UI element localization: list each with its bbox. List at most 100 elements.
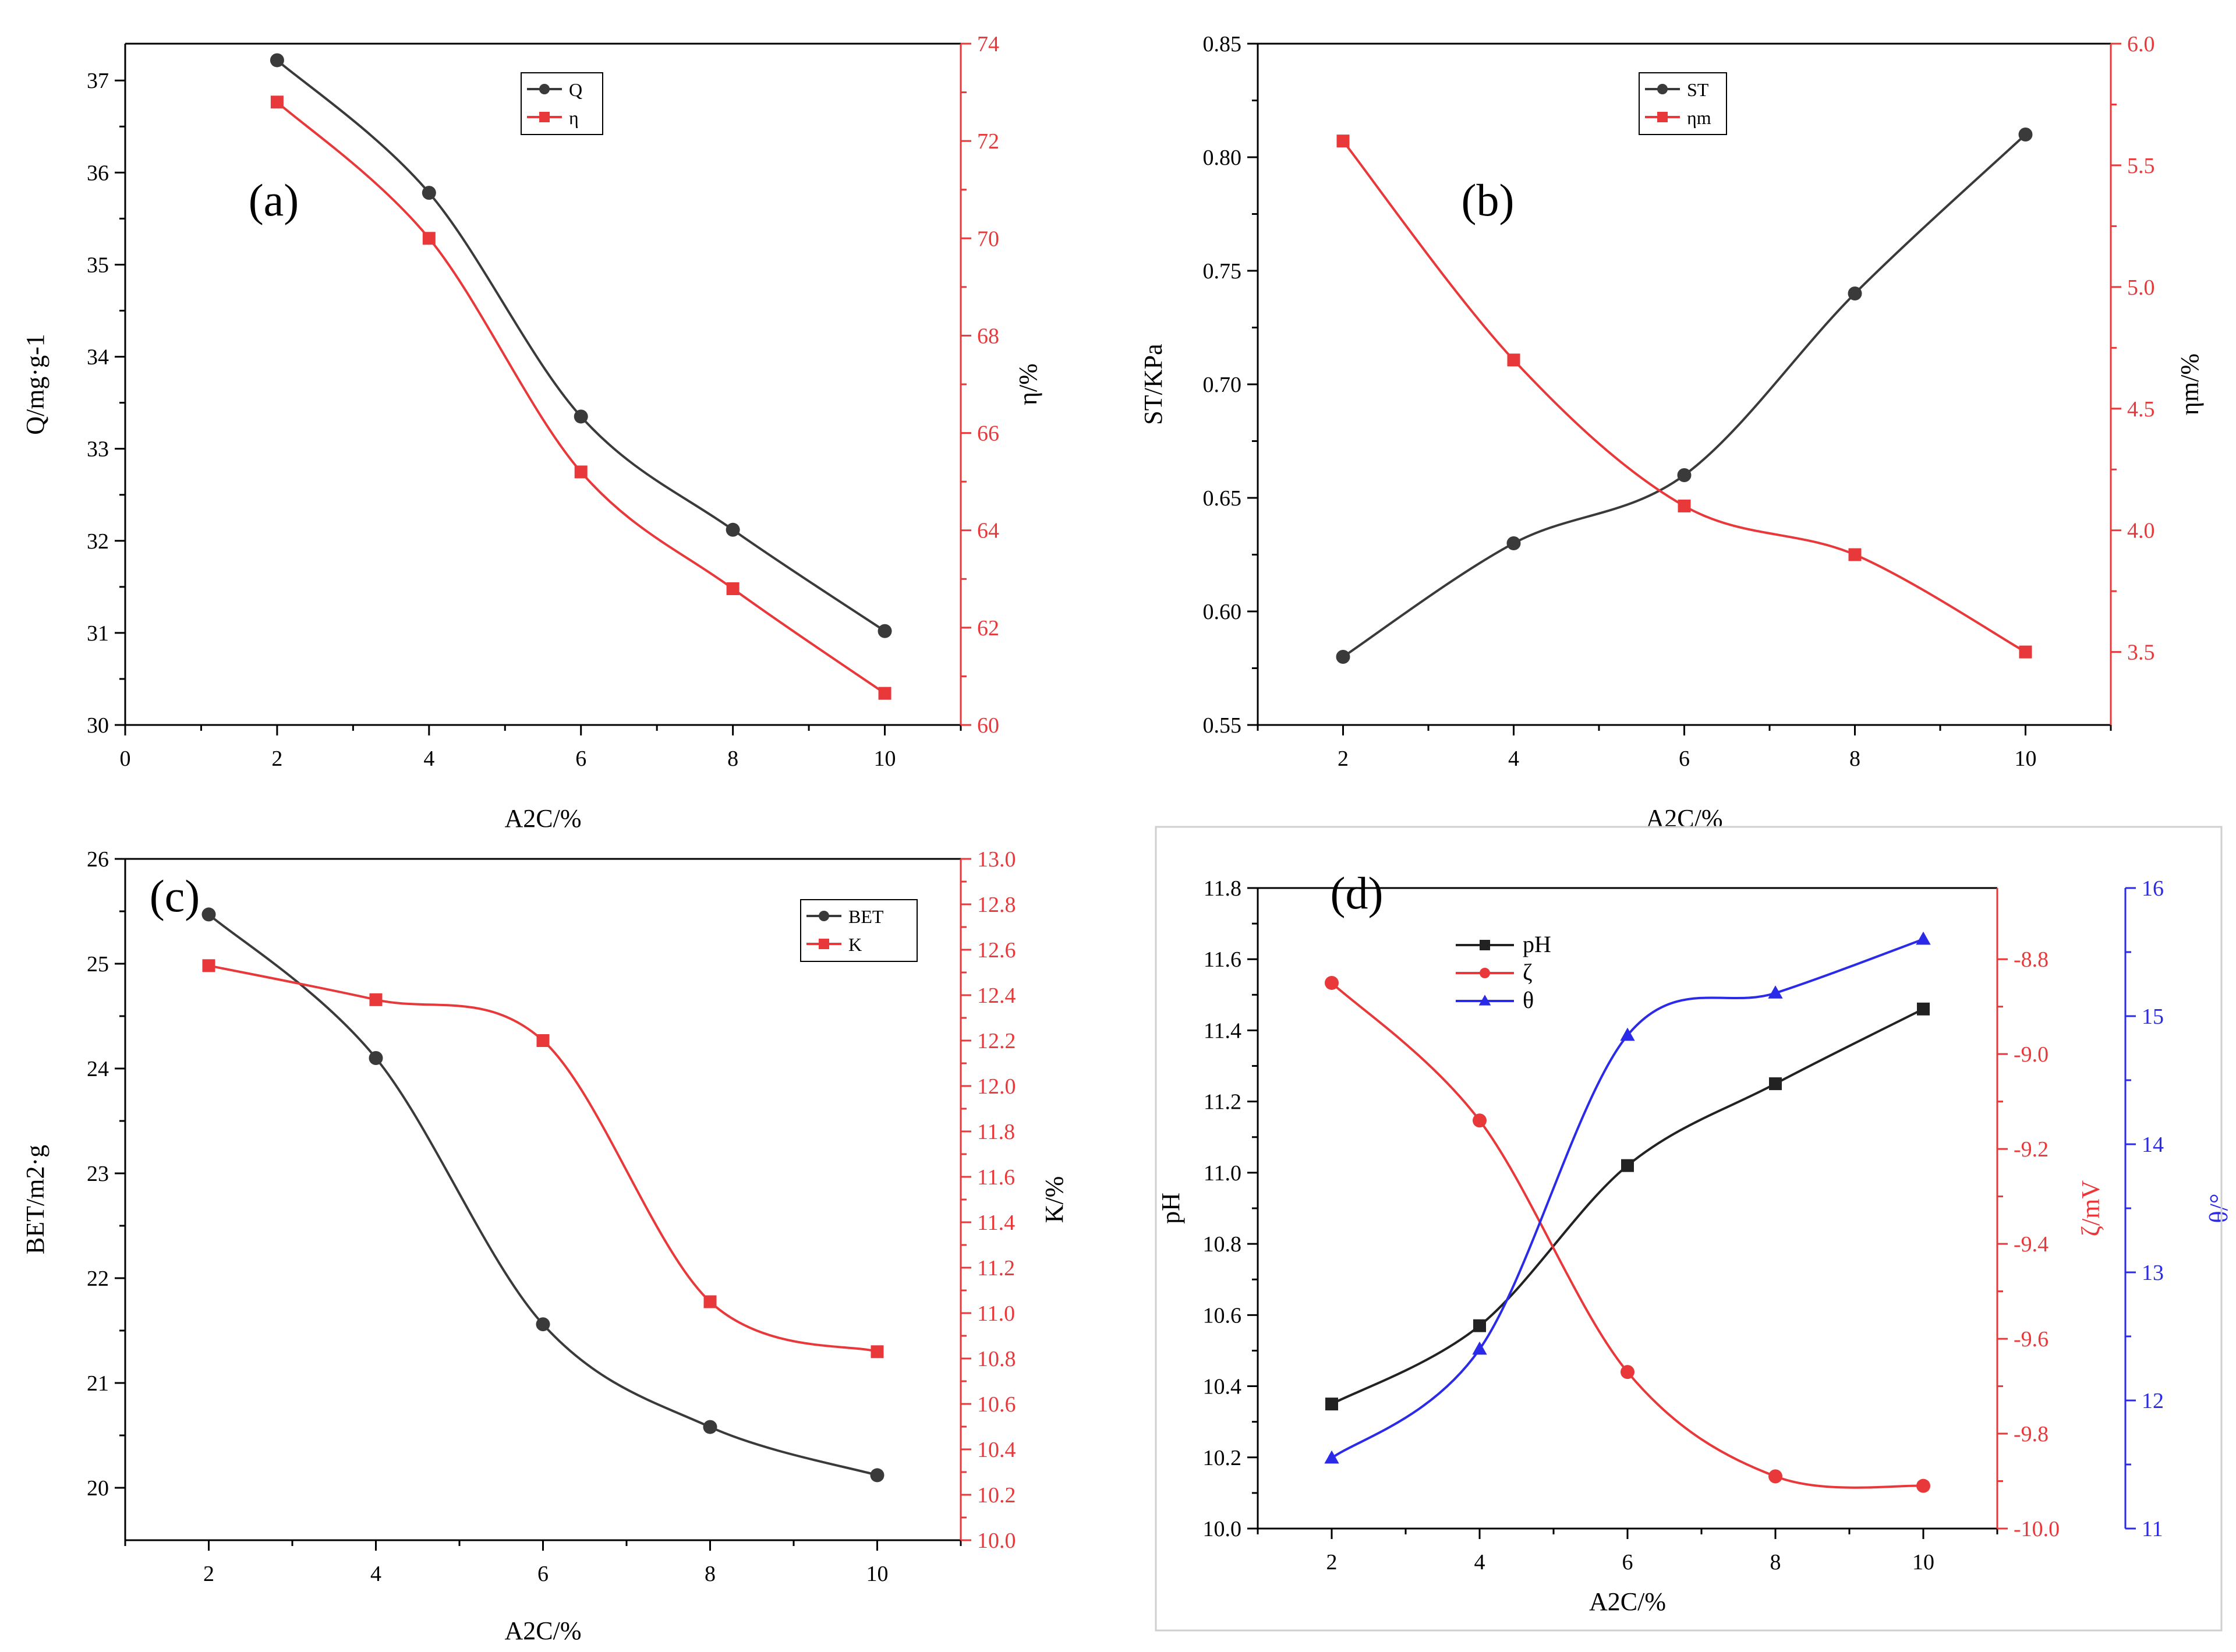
y-axis-label-right-0: η/% (1014, 363, 1042, 405)
legend-marker-BET (819, 911, 829, 921)
x-tick-label: 8 (1770, 1550, 1781, 1575)
data-point-Q-10 (878, 624, 892, 638)
chart-panel-3: 2 4 6 8 10 A2C/% 10.0 10.2 10.4 10.6 10.8 11.0 11.2 1… (1156, 868, 2233, 1616)
legend-label-Q: Q (569, 79, 582, 100)
x-tick-label: 8 (705, 1562, 716, 1586)
right-tick-label: 15 (2142, 1004, 2164, 1029)
right-tick-label: 4.5 (2127, 397, 2155, 422)
right-tick-label: 12.2 (977, 1029, 1016, 1053)
data-point-BET-6 (536, 1317, 550, 1332)
data-point-ηm-8 (1848, 548, 1862, 561)
x-tick-label: 0 (120, 747, 131, 771)
data-point-Q-6 (574, 409, 588, 424)
right-tick-label: 11 (2142, 1517, 2163, 1541)
data-point-Q-4 (422, 186, 436, 200)
right-tick-label: 10.6 (977, 1392, 1016, 1417)
right-tick-label: 5.0 (2127, 275, 2155, 300)
right-tick-label: 64 (977, 519, 999, 543)
right-tick-label: 62 (977, 616, 999, 641)
legend-marker-K (819, 939, 829, 949)
series-line-pH (1331, 1007, 1924, 1405)
legend-label-θ: θ (1523, 987, 1534, 1013)
data-point-BET-4 (369, 1051, 383, 1065)
y-tick-label: 0.75 (1203, 259, 1242, 284)
data-point-ST-2 (1336, 650, 1350, 664)
y-tick-label: 33 (87, 437, 109, 462)
right-tick-label: 12 (2142, 1389, 2164, 1413)
right-tick-label: 13 (2142, 1261, 2164, 1285)
right-tick-label: 10.2 (977, 1483, 1016, 1508)
x-tick-label: 4 (1508, 747, 1519, 771)
right-tick-label: -9.0 (2014, 1042, 2049, 1067)
y-tick-label: 30 (87, 713, 109, 738)
x-tick-label: 2 (1338, 747, 1349, 771)
x-tick-label: 6 (537, 1562, 549, 1586)
y-tick-label: 11.4 (1204, 1018, 1241, 1043)
legend-label-η: η (569, 107, 579, 128)
right-tick-label: -9.2 (2014, 1137, 2049, 1162)
y-tick-label: 36 (87, 161, 109, 185)
series-line-ST (1342, 133, 2026, 658)
x-axis-label: A2C/% (505, 1616, 582, 1645)
data-point-ST-10 (2018, 128, 2033, 142)
series-line-η (276, 101, 886, 695)
right-tick-label: 11.2 (977, 1256, 1015, 1280)
right-tick-label: 3.5 (2127, 641, 2155, 665)
y-tick-label: 0.65 (1203, 486, 1242, 511)
legend-marker-η (539, 112, 550, 122)
chart-panel-2: 2 4 6 8 10A2C/%20212223242526BET/m2·g10.010.… (21, 847, 1069, 1645)
data-point-θ-2 (1324, 1450, 1339, 1464)
data-point-ηm-4 (1507, 353, 1520, 367)
legend-box (1639, 72, 1727, 135)
x-axis-label: A2C/% (1589, 1587, 1666, 1616)
data-point-η-8 (726, 582, 740, 595)
x-tick-label: 2 (203, 1562, 214, 1586)
y-tick-label: 34 (87, 345, 109, 370)
x-tick-label: 4 (370, 1562, 381, 1586)
x-tick-label: 8 (727, 747, 738, 771)
y-tick-label: 0.55 (1203, 713, 1242, 738)
right-tick-label: 10.0 (977, 1529, 1016, 1553)
right-tick-label: 12.6 (977, 938, 1016, 963)
panel-label: (a) (249, 175, 299, 225)
legend-label-BET: BET (848, 906, 884, 927)
right-tick-label: 16 (2142, 876, 2164, 901)
y-tick-label: 37 (87, 69, 109, 93)
y-tick-label: 10.8 (1203, 1232, 1242, 1257)
y-tick-label: 0.85 (1203, 32, 1242, 56)
legend-marker-θ (1478, 995, 1491, 1006)
legend-marker-pH (1480, 940, 1490, 950)
x-axis-label: A2C/% (505, 804, 582, 833)
right-tick-label: 14 (2142, 1133, 2164, 1157)
data-point-K-6 (536, 1034, 550, 1047)
right-tick-label: 11.0 (977, 1301, 1015, 1326)
y-tick-label: 0.70 (1203, 373, 1242, 397)
right-tick-label: 12.8 (977, 893, 1016, 917)
data-point-ζ-6 (1621, 1365, 1634, 1379)
right-tick-label: 11.6 (977, 1165, 1015, 1190)
panel-label: (d) (1331, 868, 1384, 918)
x-tick-label: 10 (2015, 747, 2037, 771)
data-point-ηm-2 (1336, 135, 1350, 148)
y-axis-label-right-0: K/% (1040, 1176, 1069, 1223)
legend-marker-ηm (1657, 112, 1668, 122)
right-tick-label: 5.5 (2127, 154, 2155, 178)
right-tick-label: 72 (977, 129, 999, 154)
legend-box (521, 72, 603, 135)
y-axis-label-left: Q/mg·g-1 (21, 334, 49, 435)
data-point-BET-2 (201, 907, 216, 922)
right-tick-label: 10.4 (977, 1438, 1016, 1462)
data-point-ζ-10 (1916, 1478, 1930, 1493)
x-tick-label: 6 (575, 747, 586, 771)
legend-marker-Q (539, 84, 550, 94)
data-point-BET-8 (703, 1420, 717, 1434)
right-tick-label: 10.8 (977, 1347, 1016, 1371)
x-tick-label: 6 (1622, 1550, 1633, 1575)
x-tick-label: 2 (1326, 1550, 1338, 1575)
chart-panel-0: 0 2 4 6 8 10A2C/%3031323334353637Q/mg·g-16062… (21, 32, 1042, 833)
y-tick-label: 21 (87, 1371, 109, 1396)
legend-label-K: K (848, 934, 862, 955)
y-tick-label: 10.0 (1203, 1517, 1242, 1541)
y-axis-label-left: BET/m2·g (21, 1145, 49, 1254)
